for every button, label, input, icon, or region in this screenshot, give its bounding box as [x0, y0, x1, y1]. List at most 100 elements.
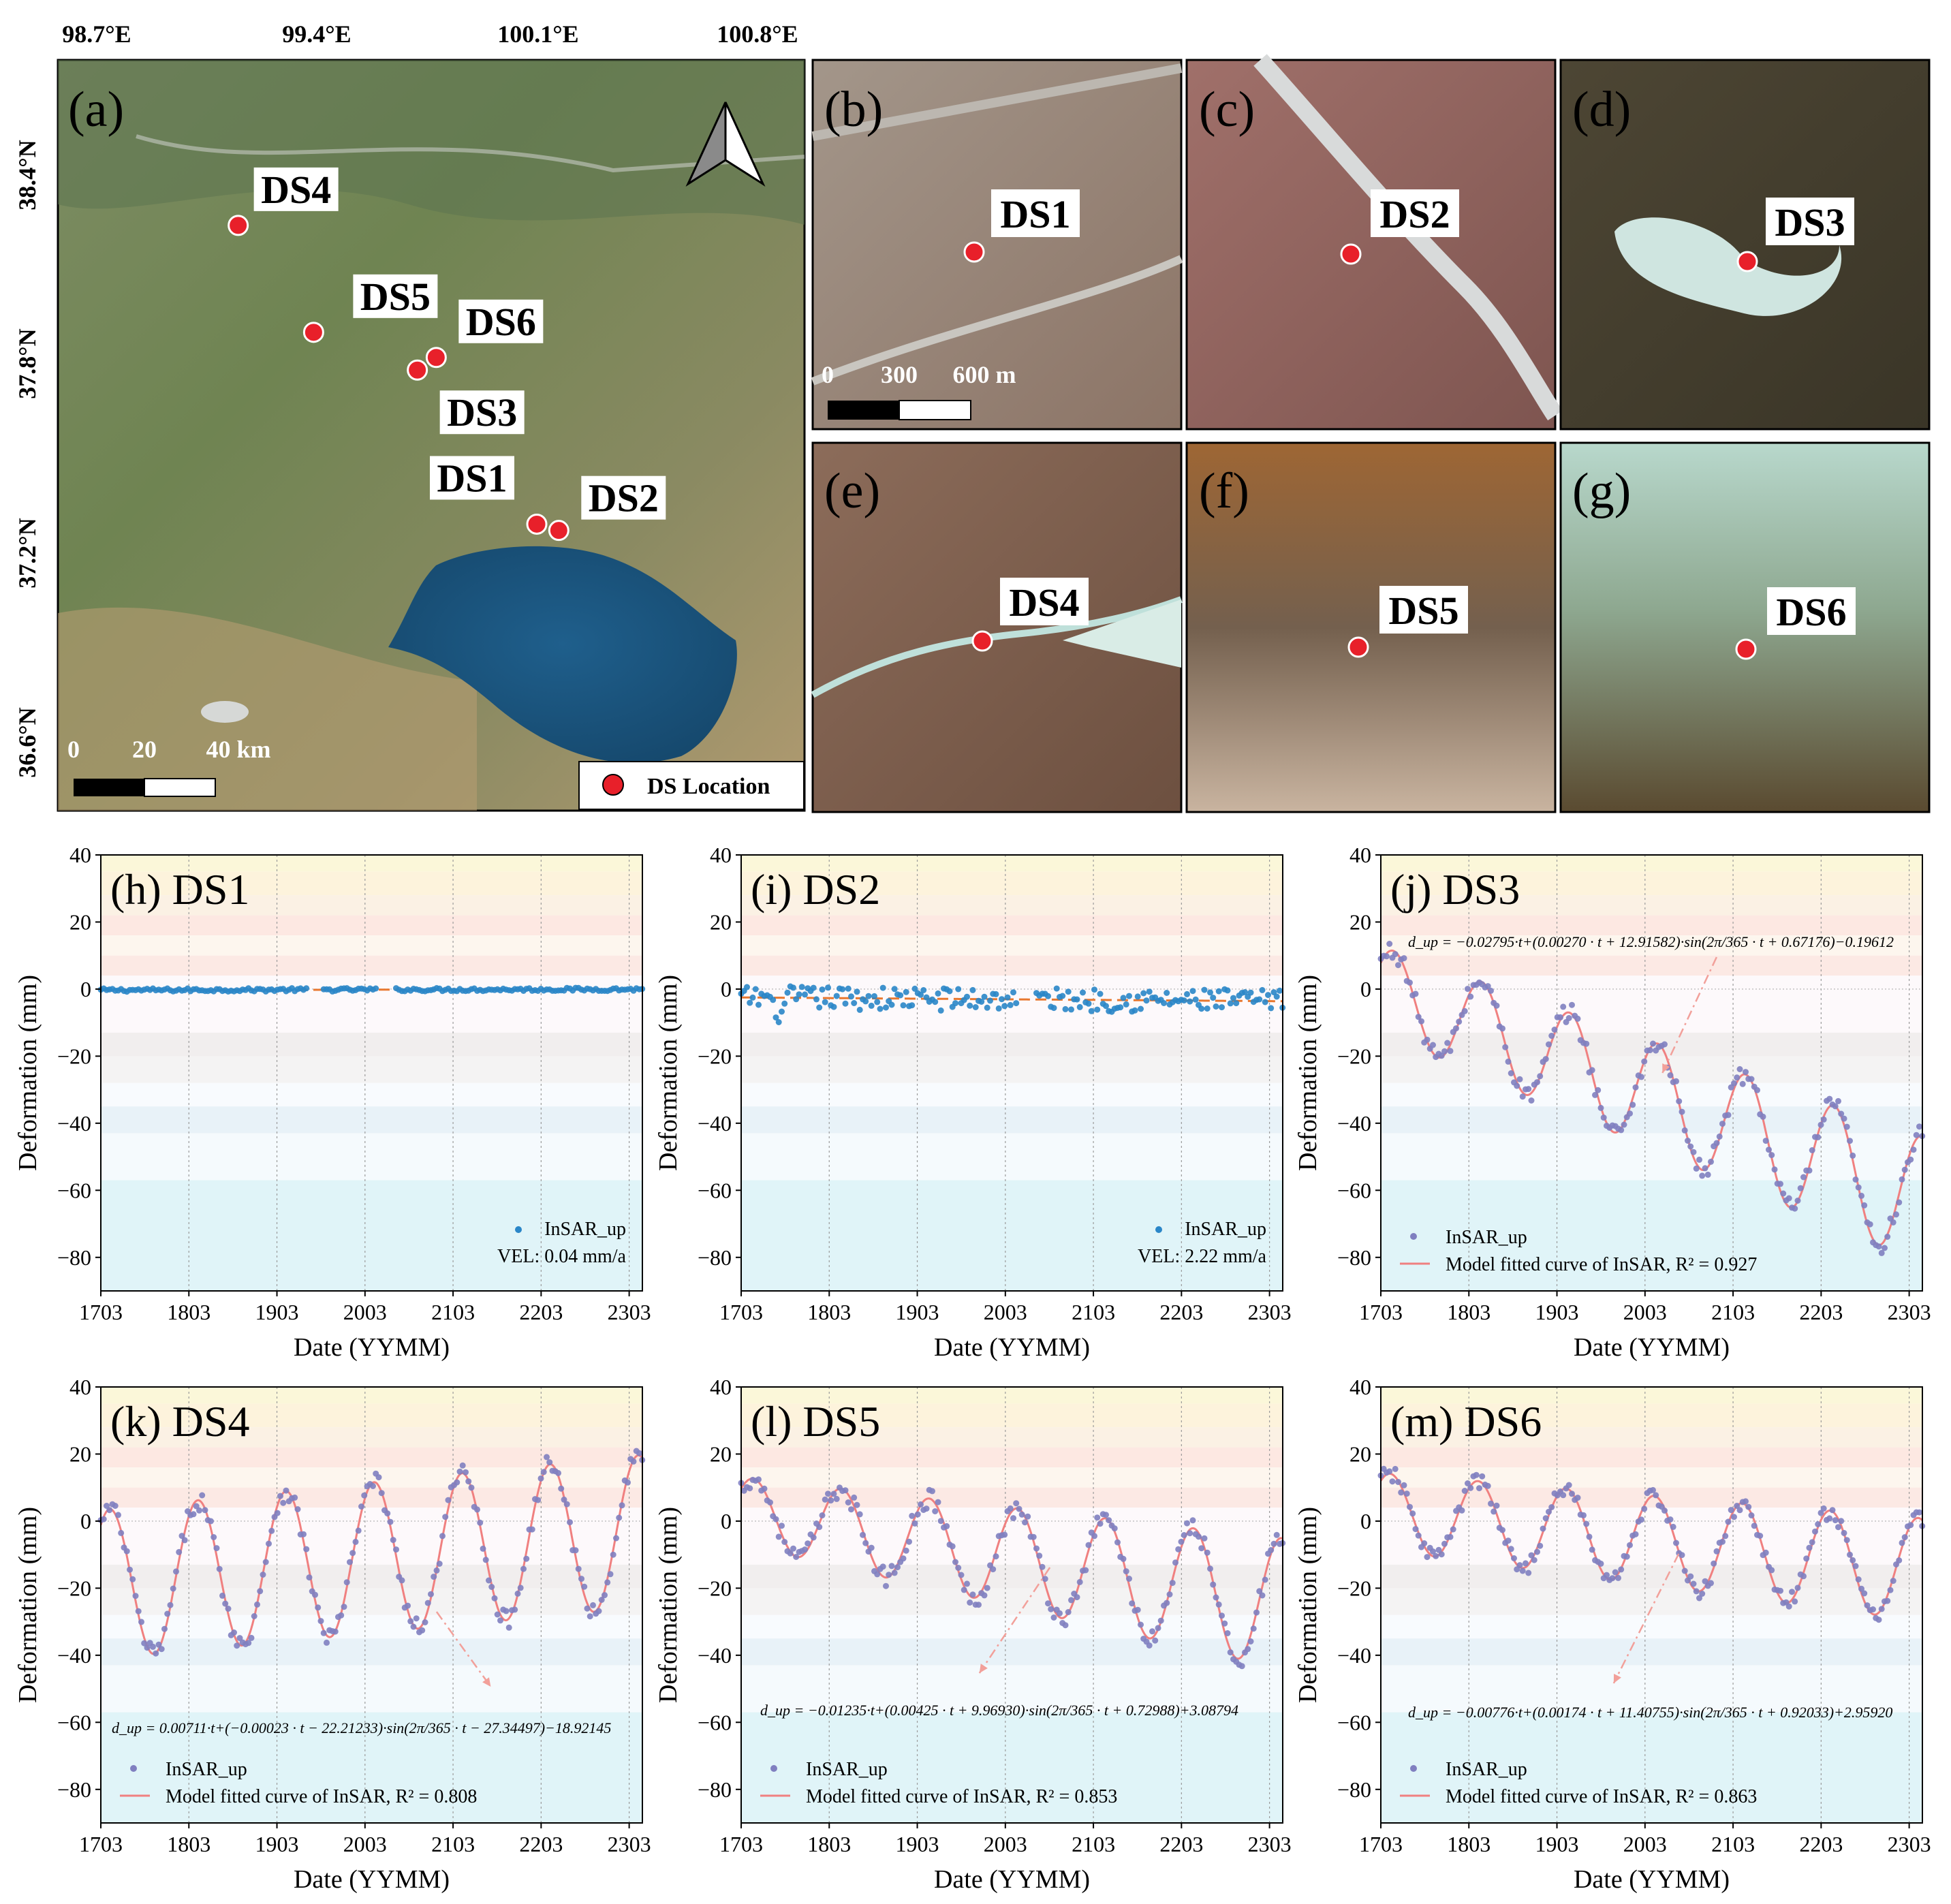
- y-tick-label: −40: [698, 1111, 732, 1136]
- data-point: [781, 1539, 788, 1545]
- data-point: [482, 1557, 489, 1563]
- data-point: [830, 1491, 837, 1497]
- data-point: [303, 985, 310, 992]
- x-tick-label: 1703: [719, 1300, 763, 1324]
- data-point: [943, 1523, 950, 1529]
- data-point: [1806, 1544, 1813, 1551]
- data-point: [1852, 1563, 1859, 1570]
- data-point: [1867, 1221, 1873, 1228]
- data-point: [969, 1591, 976, 1598]
- data-point: [1785, 1603, 1792, 1610]
- data-point: [1847, 1138, 1853, 1144]
- data-point: [1392, 1465, 1399, 1472]
- site-markers: DS4 DS5 DS6 DS3 DS1 DS2: [228, 167, 666, 542]
- data-point: [946, 988, 953, 995]
- data-point: [793, 996, 800, 1003]
- data-point: [1777, 1587, 1783, 1594]
- data-point: [767, 1499, 773, 1505]
- data-point: [1247, 989, 1254, 996]
- data-point: [1916, 1123, 1922, 1130]
- x-tick-label: 2303: [608, 1300, 651, 1324]
- data-point: [312, 1591, 318, 1598]
- chart-title: (j) DS3: [1390, 865, 1520, 914]
- annotation-arrow: [1612, 1553, 1680, 1684]
- site-marker: [526, 513, 548, 535]
- plot-frame: [1380, 854, 1923, 1292]
- data-point: [883, 1582, 889, 1589]
- data-point: [1597, 1560, 1604, 1567]
- data-point: [1270, 1540, 1277, 1547]
- data-point: [793, 1554, 800, 1560]
- data-point: [1152, 1637, 1159, 1644]
- data-point: [1693, 1165, 1700, 1172]
- data-point: [193, 1503, 200, 1510]
- data-point: [1441, 1540, 1448, 1547]
- data-point: [219, 1592, 225, 1599]
- model-equation: d_up = −0.01235·t+(0.00425 · t + 9.96930…: [760, 1702, 1238, 1719]
- data-point: [798, 984, 805, 990]
- data-point: [1757, 1533, 1764, 1539]
- data-point: [563, 1501, 570, 1508]
- y-tick-label: 40: [710, 843, 732, 867]
- data-point: [1890, 1578, 1897, 1585]
- data-point: [176, 1548, 183, 1555]
- data-point: [851, 1000, 858, 1006]
- data-point: [1528, 1552, 1535, 1559]
- data-point: [1890, 1219, 1897, 1226]
- data-point: [1725, 1518, 1732, 1525]
- data-point: [202, 1507, 208, 1514]
- data-point: [1389, 1478, 1396, 1485]
- chart-panel: 40 20 0 −20 −40 −60 −80 1703 1803 1903 2003 2103 220…: [654, 843, 1292, 1362]
- data-point: [1736, 1507, 1743, 1514]
- data-point: [595, 1608, 602, 1614]
- data-point: [1386, 1468, 1393, 1475]
- site-label: DS4: [1009, 580, 1079, 625]
- y-axis-label: Deformation (mm): [1294, 975, 1322, 1171]
- x-tick-label: 1803: [807, 1832, 851, 1856]
- data-point: [1870, 1606, 1876, 1612]
- y-tick-label: −40: [57, 1111, 91, 1136]
- legend-label: VEL: 0.04 mm/a: [497, 1246, 627, 1267]
- x-tick-label: 1803: [1447, 1832, 1490, 1856]
- data-point: [546, 1459, 553, 1466]
- data-point: [828, 1497, 834, 1504]
- x-tick-label: 2203: [1159, 1832, 1203, 1856]
- data-point: [486, 1577, 492, 1584]
- data-point: [1537, 1073, 1544, 1080]
- data-point: [978, 999, 985, 1005]
- x-tick-label: 1803: [167, 1832, 210, 1856]
- site-marker: [425, 347, 447, 369]
- data-point: [1045, 993, 1051, 999]
- data-point: [1540, 1525, 1546, 1532]
- deformation-charts: 40 20 0 −20 −40 −60 −80 1703 1803 1903 2003 2103 220…: [14, 843, 1931, 1894]
- data-point: [903, 988, 909, 995]
- data-point: [1045, 1600, 1051, 1607]
- data-point: [1736, 1066, 1743, 1072]
- data-point: [1134, 1606, 1141, 1613]
- legend-label: InSAR_up: [1446, 1227, 1527, 1248]
- data-point: [990, 1566, 997, 1573]
- data-point: [967, 1599, 973, 1606]
- data-point: [816, 1524, 823, 1531]
- x-tick-label: 1703: [1359, 1300, 1403, 1324]
- data-point: [1882, 1245, 1888, 1251]
- data-point: [1600, 1114, 1607, 1121]
- x-tick-label: 2103: [431, 1832, 475, 1856]
- x-tick-label: 2003: [984, 1300, 1027, 1324]
- y-tick-label: −80: [1337, 1777, 1371, 1802]
- data-point: [1699, 1591, 1706, 1597]
- data-point: [1022, 1519, 1028, 1526]
- data-point: [1785, 1195, 1792, 1202]
- data-point: [1699, 1172, 1706, 1179]
- legend-marker: [515, 1226, 522, 1233]
- data-point: [1806, 1167, 1813, 1174]
- data-point: [1548, 1504, 1555, 1510]
- data-point: [1794, 1585, 1801, 1591]
- data-point: [245, 1640, 252, 1647]
- data-point: [1126, 993, 1132, 999]
- data-point: [529, 1526, 535, 1533]
- lon-tick: 100.8°E: [717, 20, 798, 48]
- data-point: [106, 1507, 113, 1514]
- data-point: [1899, 1540, 1905, 1546]
- data-point: [779, 1008, 785, 1015]
